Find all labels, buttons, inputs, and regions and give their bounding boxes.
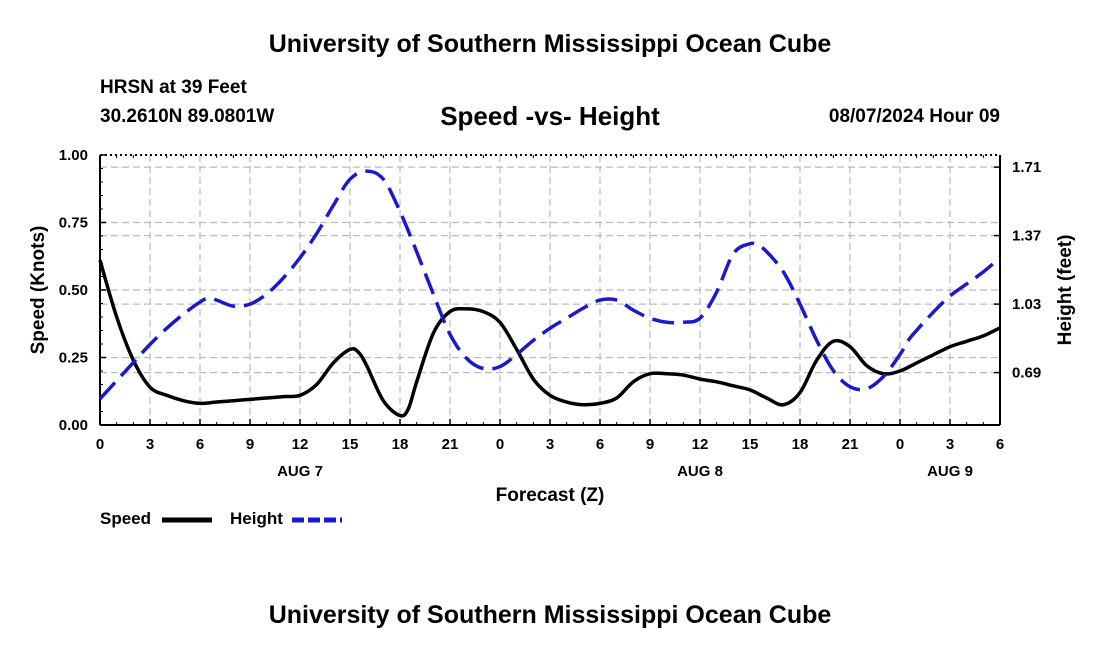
x-tick-label: 21 <box>442 436 459 453</box>
y-left-tick-label: 0.75 <box>59 215 88 232</box>
y-right-tick-label: 1.71 <box>1012 159 1041 176</box>
chart: 0 3 6 9 12 15 18 21 0 3 6 9 12 15 18 21 0 3 6 0.00 0.25 0.50 0… <box>28 147 1076 506</box>
y-left-tick-label: 1.00 <box>59 147 88 164</box>
x-tick-label: 12 <box>292 436 309 453</box>
x-tick-label: 6 <box>996 436 1004 453</box>
x-tick-label: 6 <box>596 436 604 453</box>
x-tick-label: 6 <box>196 436 204 453</box>
chart-axes <box>99 154 1001 426</box>
page-title-bottom: University of Southern Mississippi Ocean… <box>268 601 832 629</box>
x-tick-label: 0 <box>896 436 904 453</box>
y-left-axis-title: Speed (Knots) <box>28 226 49 355</box>
legend-speed-label: Speed <box>100 509 152 528</box>
y-right-tick-label: 0.69 <box>1012 365 1041 382</box>
x-tick-label: 18 <box>392 436 409 453</box>
x-tick-label: 15 <box>742 436 759 453</box>
x-tick-label: 9 <box>646 436 654 453</box>
x-tick-label: 18 <box>792 436 809 453</box>
y-right-tick-label: 1.03 <box>1012 296 1041 313</box>
y-left-tick-label: 0.25 <box>59 350 88 367</box>
y-right-tick-label: 1.37 <box>1012 228 1041 245</box>
y-left-tick-label: 0.50 <box>59 282 88 299</box>
coordinates-label: 30.2610N 89.0801W <box>100 106 275 127</box>
x-tick-label: 3 <box>546 436 554 453</box>
x-tick-label: 3 <box>146 436 154 453</box>
x-tick-label: 0 <box>96 436 104 453</box>
forecast-datetime: 08/07/2024 Hour 09 <box>828 106 1000 127</box>
y-right-axis-title: Height (feet) <box>1055 235 1076 346</box>
series-line-height <box>98 169 1002 400</box>
x-axis-title: Forecast (Z) <box>496 485 605 506</box>
page-title: University of Southern Mississippi Ocean… <box>268 30 832 58</box>
chart-labels: 0 3 6 9 12 15 18 21 0 3 6 9 12 15 18 21 0 3 6 0.00 0.25 0.50 0… <box>28 147 1076 506</box>
series-line-speed <box>98 259 1001 418</box>
x-tick-label: 15 <box>342 436 359 453</box>
x-tick-label: 0 <box>496 436 504 453</box>
legend-speed-swatch <box>162 517 212 523</box>
station-label: HRSN at 39 Feet <box>100 77 247 98</box>
y-left-tick-label: 0.00 <box>59 417 88 434</box>
legend-height-label: Height <box>230 509 283 528</box>
chart-title: Speed -vs- Height <box>440 101 660 131</box>
chart-grid <box>100 155 1000 425</box>
date-label: AUG 7 <box>277 463 323 480</box>
x-tick-label: 3 <box>946 436 954 453</box>
legend-height-swatch <box>292 517 342 523</box>
x-tick-label: 21 <box>842 436 859 453</box>
x-tick-label: 12 <box>692 436 709 453</box>
x-tick-label: 9 <box>246 436 254 453</box>
date-label: AUG 9 <box>927 463 973 480</box>
chart-series <box>98 169 1002 418</box>
date-label: AUG 8 <box>677 463 723 480</box>
